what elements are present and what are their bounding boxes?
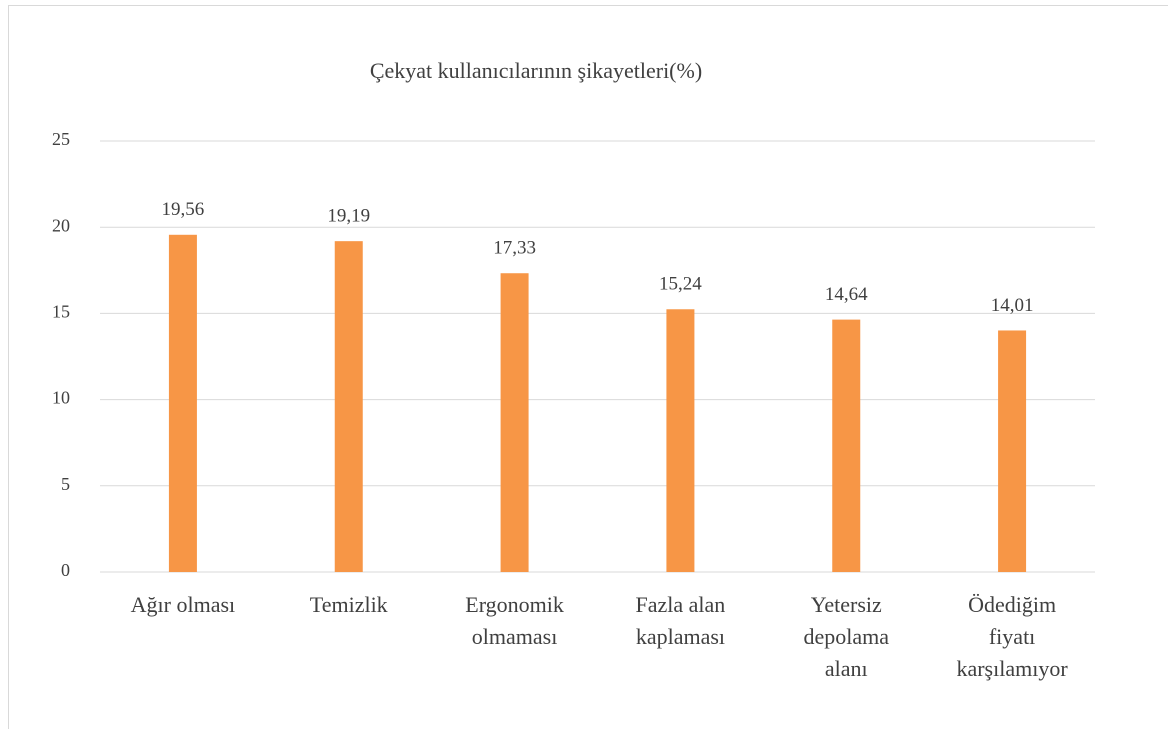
data-label: 19,56 [162,199,205,220]
bar [832,319,861,572]
data-label: 19,19 [327,206,370,227]
data-label: 14,64 [825,284,868,305]
y-tick-label: 20 [52,215,70,235]
x-tick-label: olmaması [472,624,558,649]
x-tick-label: alanı [825,656,868,681]
bar [998,330,1027,572]
bar [666,309,695,572]
x-tick-label: depolama [803,624,889,649]
y-tick-label: 5 [61,474,70,494]
x-tick-label: kaplaması [636,624,725,649]
bar [168,234,197,573]
y-tick-label: 25 [52,129,70,149]
data-label: 17,33 [493,238,536,259]
bar [500,273,529,572]
y-tick-label: 15 [52,302,70,322]
chart-frame [8,5,1168,729]
bar [334,241,363,572]
y-tick-label: 0 [61,560,70,580]
data-label: 15,24 [659,274,702,295]
chart-title: Çekyat kullanıcılarının şikayetleri(%) [370,58,702,83]
x-tick-label: Yetersiz [811,592,882,617]
data-label: 14,01 [991,295,1034,316]
x-tick-label: Temizlik [310,592,388,617]
x-tick-label: Ağır olması [131,592,236,617]
x-tick-label: Ergonomik [465,592,564,617]
x-tick-label: fiyatı [989,624,1035,649]
y-tick-label: 10 [52,388,70,408]
x-tick-label: Fazla alan [636,592,726,617]
x-tick-label: karşılamıyor [956,656,1068,681]
x-tick-label: Ödediğim [968,592,1056,617]
